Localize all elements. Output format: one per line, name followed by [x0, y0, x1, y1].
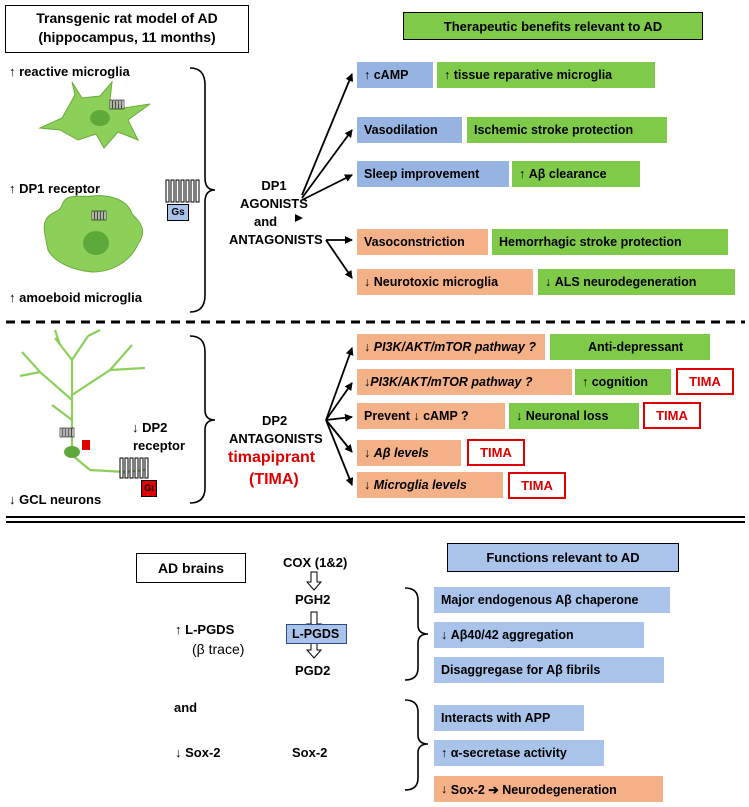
row-sleep-a: Sleep improvement	[357, 161, 509, 187]
neuron-icon	[19, 329, 146, 474]
fn-row-app: Interacts with APP	[434, 705, 584, 731]
dp2-receptor-icon	[119, 457, 149, 479]
lpgds-brace	[404, 587, 429, 681]
gi-badge: Gi	[141, 480, 157, 497]
sox2-left-label: ↓ Sox-2	[175, 745, 221, 760]
gi-badge-neuron	[82, 440, 90, 450]
fn-row-sox2-neuro: ↓ Sox-2 ➔ Neurodegeneration	[434, 776, 663, 802]
row-neurotoxic-a: ↓ Neurotoxic microglia	[357, 269, 533, 295]
row-camp-a: ↑ cAMP	[357, 62, 433, 88]
pgd2-label: PGD2	[295, 663, 331, 678]
benefits-header: Therapeutic benefits relevant to AD	[403, 12, 703, 40]
gcl-neurons-label: ↓ GCL neurons	[9, 492, 102, 507]
fn-row-secretase: ↑ α-secretase activity	[434, 740, 604, 766]
tima-badge-3: TIMA	[467, 439, 525, 466]
tima-badge-4: TIMA	[508, 472, 566, 499]
row-vasoconstriction-b: Hemorrhagic stroke protection	[492, 229, 728, 255]
small-receptor-icon	[91, 99, 125, 221]
dp1-arrows	[301, 73, 354, 279]
dp1-center-line3: and	[254, 214, 278, 229]
drug-name: timapiprant	[228, 449, 316, 466]
gs-badge: Gs	[167, 204, 189, 221]
dp1-center-line2: AGONISTS	[240, 196, 308, 211]
top-brace	[189, 67, 216, 313]
fn-row-chaperone: Major endogenous Aβ chaperone	[434, 587, 670, 613]
tima-badge-1: TIMA	[676, 368, 734, 395]
fn-row-aggregation: ↓ Aβ40/42 aggregation	[434, 622, 644, 648]
row-pi3k-2-a: ↓ PI3K/AKT/mTOR pathway ?	[357, 369, 572, 395]
row-neurotoxic-b: ↓ ALS neurodegeneration	[538, 269, 735, 295]
row-sleep-b: ↑ Aβ clearance	[512, 161, 640, 187]
row-abeta-a: ↓ Aβ levels	[357, 440, 461, 466]
row-vasodilation-b: Ischemic stroke protection	[467, 117, 667, 143]
middle-brace	[189, 335, 216, 504]
lpgds-box: L-PGDS	[286, 624, 347, 644]
sox2-brace	[404, 699, 429, 791]
row-camp-b: ↑ tissue reparative microglia	[437, 62, 655, 88]
dp1-receptor-icon	[165, 179, 200, 203]
neuron-soma	[64, 446, 80, 458]
beta-trace-label: (β trace)	[192, 641, 245, 657]
model-title-line2: (hippocampus, 11 months)	[38, 29, 216, 45]
dp1-center-line1: DP1	[261, 178, 287, 193]
model-title-box: Transgenic rat model of AD (hippocampus,…	[5, 5, 249, 53]
fn-row-disaggregase: Disaggregase for Aβ fibrils	[434, 657, 664, 683]
dp2-arrows	[325, 347, 354, 486]
row-pi3k-1-a: ↓ PI3K/AKT/mTOR pathway ?	[357, 334, 545, 360]
row-pi3k-2-b: ↑ cognition	[575, 369, 671, 395]
pathway-arrows	[305, 571, 323, 659]
reactive-microglia-label: ↑ reactive microglia	[9, 64, 130, 79]
dp1-center-line4: ANTAGONISTS	[229, 232, 323, 247]
pgh2-label: PGH2	[295, 592, 331, 607]
dp1-receptor-label: ↑ DP1 receptor	[9, 181, 101, 196]
row-microglia-a: ↓ Microglia levels	[357, 472, 503, 498]
dp2-center-line1: DP2	[262, 413, 288, 428]
row-vasoconstriction-a: Vasoconstriction	[357, 229, 488, 255]
dp2-receptor-label-line2: receptor	[133, 438, 186, 453]
sox2-center-label: Sox-2	[292, 745, 328, 760]
dp2-receptor-label-line1: ↓ DP2	[132, 420, 168, 435]
reactive-microglia-icon	[38, 80, 151, 149]
model-title-line1: Transgenic rat model of AD	[36, 10, 218, 26]
lpgds-left-label: ↑ L-PGDS	[175, 622, 235, 637]
functions-header: Functions relevant to AD	[447, 543, 679, 572]
dp2-center-line2: ANTAGONISTS	[229, 431, 323, 446]
drug-abbr: (TIMA)	[249, 471, 299, 488]
and-label: and	[174, 700, 198, 715]
row-camp-prevent-b: ↓ Neuronal loss	[509, 403, 639, 429]
row-pi3k-1-b: Anti-depressant	[550, 334, 710, 360]
amoeboid-microglia-label: ↑ amoeboid microglia	[9, 290, 142, 305]
row-vasodilation-a: Vasodilation	[357, 117, 462, 143]
amoeboid-microglia-icon	[43, 195, 144, 273]
tima-badge-2: TIMA	[643, 402, 701, 429]
row-camp-prevent-a: Prevent ↓ cAMP ?	[357, 403, 505, 429]
neuron-receptor-small-icon	[59, 427, 75, 438]
ad-brains-box: AD brains	[136, 553, 246, 583]
cox-label: COX (1&2)	[283, 555, 348, 570]
